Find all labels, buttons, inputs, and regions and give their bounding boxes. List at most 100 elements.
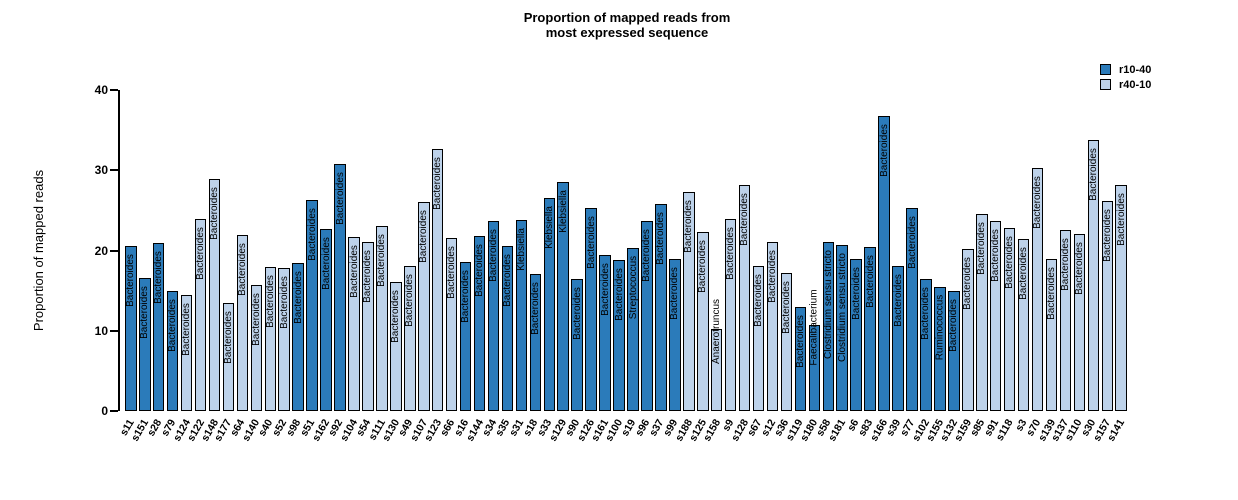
y-tick-label: 0	[101, 404, 108, 418]
bar-taxon-label: Bacteroides	[348, 244, 360, 298]
bar	[1087, 139, 1100, 411]
bar-taxon-label: Bacteroides	[306, 208, 318, 261]
bar-taxon-label: Bacteroides	[139, 285, 151, 339]
bar	[431, 148, 444, 411]
bar	[557, 182, 570, 411]
bar	[125, 246, 137, 411]
bar	[320, 228, 332, 411]
bar	[627, 248, 639, 411]
bar	[766, 242, 779, 411]
bar	[152, 243, 165, 411]
bar	[1073, 233, 1086, 411]
chart-title-line-1: Proportion of mapped reads from	[523, 10, 731, 25]
bar	[445, 238, 458, 411]
bar-taxon-label: Bacteroides	[892, 273, 904, 327]
bar-taxon-label: Bacteroides	[655, 212, 667, 265]
bar	[669, 258, 681, 411]
bar-taxon-label: Bacteroides	[264, 274, 276, 328]
bar	[292, 263, 304, 411]
bar	[1115, 184, 1128, 411]
bar	[529, 273, 542, 411]
bar-taxon-label: Bacteroides	[1073, 241, 1085, 295]
bar-taxon-label: Bacteroides	[1059, 237, 1071, 291]
bar	[180, 294, 193, 411]
bar	[878, 115, 890, 411]
bar-taxon-label: Bacteroides	[167, 299, 179, 353]
bar	[264, 266, 277, 411]
y-tick-label: 10	[94, 323, 108, 338]
bar	[780, 272, 793, 411]
bar	[138, 277, 151, 411]
bar-taxon-label: Klebsiella	[557, 190, 569, 234]
bar	[599, 255, 611, 411]
bar	[906, 207, 918, 411]
bar	[487, 220, 500, 411]
bar-taxon-label: Bacteroides	[599, 263, 611, 317]
legend-item: r10-40	[1100, 62, 1151, 77]
bar-taxon-label: Bacteroides	[1115, 192, 1127, 246]
bar	[948, 290, 960, 411]
bar	[208, 179, 221, 411]
bar	[920, 278, 932, 411]
bar-taxon-label: Bacteroides	[1101, 208, 1113, 262]
y-tick-mark	[110, 169, 118, 172]
bar-taxon-label: Bacteroides	[529, 281, 541, 335]
bar	[459, 261, 472, 411]
bar-taxon-label: Anaerotruncus	[711, 298, 723, 364]
bar-taxon-label: Bacteroides	[250, 293, 262, 346]
bar	[376, 226, 388, 411]
bar-taxon-label: Bacteroides	[320, 236, 332, 290]
bar	[543, 198, 556, 411]
bar	[1101, 200, 1114, 411]
bar	[571, 279, 583, 411]
bar-taxon-label: Clostridium sensu stricto	[822, 250, 834, 360]
bar-taxon-label: Bacteroides	[906, 216, 918, 269]
bar-taxon-label: Klebsiella	[543, 206, 555, 250]
bar-taxon-label: Bacteroides	[878, 123, 890, 177]
bar-taxon-label: Bacteroides	[697, 240, 709, 293]
y-axis-line	[118, 90, 120, 411]
bar	[655, 203, 667, 411]
bar-taxon-label: Bacteroides	[976, 221, 988, 275]
bar	[1059, 229, 1072, 411]
bar-taxon-label: Bacteroides	[236, 243, 248, 297]
bar	[738, 184, 751, 411]
bar-taxon-label: Bacteroides	[948, 298, 960, 352]
bar	[473, 236, 486, 411]
y-tick-mark	[110, 410, 118, 412]
bar-taxon-label: Bacteroides	[1018, 247, 1029, 301]
bar	[696, 232, 709, 411]
legend-label: r40-10	[1119, 78, 1152, 91]
bar-taxon-label: Bacteroides	[1004, 236, 1016, 289]
bar-taxon-label: Bacteroides	[181, 302, 192, 356]
bar-taxon-label: Bacteroides	[222, 311, 234, 365]
bar-taxon-label: Bacteroides	[473, 244, 485, 297]
bar-taxon-label: Bacteroides	[194, 227, 206, 281]
bar	[710, 329, 723, 411]
y-tick-mark	[110, 329, 118, 332]
bar	[417, 201, 430, 411]
bar-taxon-label: Klebsiella	[515, 228, 527, 271]
bar-taxon-label: Bacteroides	[669, 266, 681, 320]
bar-taxon-label: Bacteroides	[292, 271, 304, 325]
bar-taxon-label: Bacteroides	[780, 281, 792, 334]
bar-taxon-label: Bacteroides	[725, 227, 737, 281]
bar-taxon-label: Bacteroides	[739, 192, 750, 246]
bar-taxon-label: Bacteroides	[752, 273, 764, 327]
bar-taxon-label: Clostridium sensu stricto	[836, 252, 848, 362]
bar	[641, 220, 653, 411]
bar	[892, 265, 904, 411]
bar	[850, 258, 862, 411]
bar	[934, 286, 946, 411]
bar	[194, 219, 207, 411]
y-axis-label: Proportion of mapped reads	[30, 169, 46, 331]
bar	[585, 207, 597, 411]
bar	[962, 248, 974, 411]
bar	[989, 220, 1002, 411]
bar-taxon-label: Bacteroides	[962, 256, 974, 310]
bar-taxon-label: Bacteroides	[585, 216, 597, 269]
bar-taxon-label: Bacteroides	[1045, 266, 1057, 320]
bar-taxon-label: Bacteroides	[1031, 175, 1043, 229]
bar	[515, 220, 528, 411]
